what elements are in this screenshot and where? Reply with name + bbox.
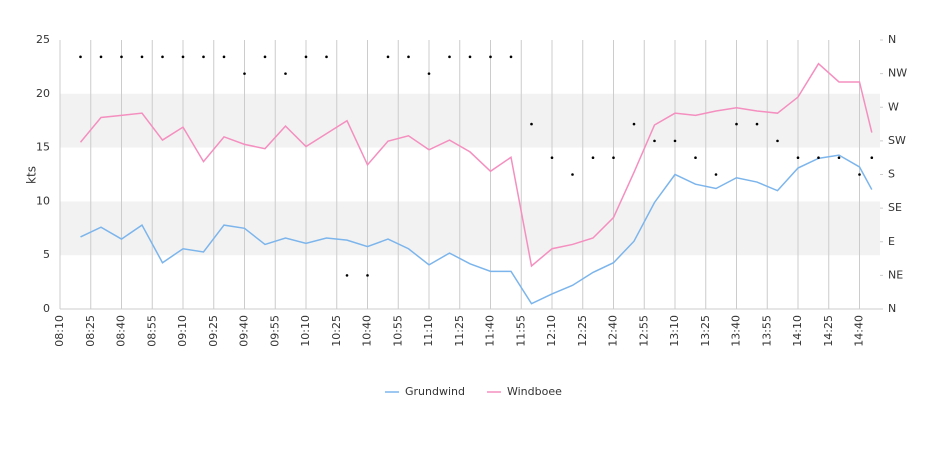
direction-dot <box>571 173 574 176</box>
x-tick-label: 11:40 <box>484 315 497 347</box>
direction-dot <box>386 55 390 59</box>
direction-dot <box>694 156 697 159</box>
x-tick-label: 09:55 <box>268 315 281 347</box>
legend-label: Windboee <box>507 385 562 398</box>
direction-dot <box>263 55 267 59</box>
x-tick-label: 14:40 <box>853 315 866 347</box>
y2-tick-label: N <box>888 302 896 315</box>
direction-dot <box>345 274 349 277</box>
direction-dot <box>550 156 554 159</box>
legend-label: Grundwind <box>405 385 465 398</box>
x-tick-label: 13:25 <box>699 315 712 347</box>
x-tick-label: 13:10 <box>668 315 681 347</box>
y2-tick-label: S <box>888 168 895 181</box>
direction-dot <box>468 55 472 59</box>
direction-dot <box>591 156 595 159</box>
x-tick-label: 08:10 <box>53 315 66 347</box>
x-tick-label: 08:25 <box>84 315 97 347</box>
y2-tick-label: N <box>888 33 896 46</box>
direction-dot <box>509 55 513 59</box>
direction-dot <box>714 173 718 176</box>
direction-dot <box>161 55 164 59</box>
direction-dot <box>735 122 738 126</box>
direction-dot <box>632 122 636 126</box>
x-tick-label: 10:10 <box>299 315 312 347</box>
y-tick-label: 5 <box>43 248 50 261</box>
x-tick-label: 09:10 <box>176 315 189 347</box>
direction-dot <box>653 139 656 143</box>
x-tick-label: 13:55 <box>760 315 773 347</box>
x-tick-label: 11:25 <box>453 315 466 347</box>
grid-band <box>60 93 880 148</box>
direction-dot <box>99 55 103 59</box>
direction-dot <box>817 156 820 159</box>
y-axis-label: kts <box>25 166 39 184</box>
y2-tick-label: E <box>888 235 895 248</box>
y2-tick-label: NE <box>888 268 903 281</box>
direction-dot <box>858 173 861 176</box>
direction-dot <box>181 55 185 59</box>
x-tick-label: 11:55 <box>514 315 527 347</box>
direction-dot <box>530 122 533 126</box>
direction-dot <box>489 55 492 59</box>
direction-dot <box>284 72 287 75</box>
direction-dot <box>222 55 226 59</box>
x-tick-label: 10:55 <box>391 315 404 347</box>
direction-dot <box>366 274 369 277</box>
x-tick-label: 10:25 <box>330 315 343 347</box>
direction-dot <box>120 55 123 59</box>
direction-dot <box>79 55 82 59</box>
series-line <box>80 154 873 305</box>
y-tick-label: 15 <box>36 141 50 154</box>
direction-dot <box>427 72 431 75</box>
x-tick-label: 10:40 <box>361 315 374 347</box>
direction-dot <box>612 156 615 159</box>
y-tick-label: 10 <box>36 194 50 207</box>
direction-dot <box>304 55 308 59</box>
direction-dot <box>796 156 800 159</box>
series-line <box>79 62 873 268</box>
direction-dot <box>325 55 328 59</box>
y2-tick-label: NW <box>888 67 907 80</box>
x-tick-label: 12:55 <box>637 315 650 347</box>
x-tick-label: 08:55 <box>145 315 158 347</box>
direction-dot <box>755 122 759 126</box>
y-tick-label: 0 <box>43 302 50 315</box>
x-tick-label: 14:25 <box>822 315 835 347</box>
direction-dot <box>243 72 246 75</box>
direction-dot <box>202 55 205 59</box>
y2-tick-label: SE <box>888 201 902 214</box>
x-tick-label: 09:25 <box>207 315 220 347</box>
y2-tick-label: W <box>888 100 899 113</box>
y-tick-label: 25 <box>36 33 50 46</box>
y2-tick-label: SW <box>888 134 906 147</box>
direction-dot <box>407 55 410 59</box>
x-tick-label: 09:40 <box>238 315 251 347</box>
direction-dot <box>140 55 144 59</box>
direction-dot <box>448 55 451 59</box>
grid-band <box>60 201 880 256</box>
x-tick-label: 08:40 <box>115 315 128 347</box>
y-tick-label: 20 <box>36 87 50 100</box>
direction-dot <box>673 139 677 143</box>
x-tick-label: 12:10 <box>545 315 558 347</box>
x-tick-label: 14:10 <box>791 315 804 347</box>
x-tick-label: 13:40 <box>730 315 743 347</box>
direction-dot <box>776 139 779 143</box>
x-tick-label: 12:40 <box>607 315 620 347</box>
direction-dot <box>837 156 841 159</box>
x-tick-label: 11:10 <box>422 315 435 347</box>
direction-dot <box>870 156 874 159</box>
x-tick-label: 12:25 <box>576 315 589 347</box>
